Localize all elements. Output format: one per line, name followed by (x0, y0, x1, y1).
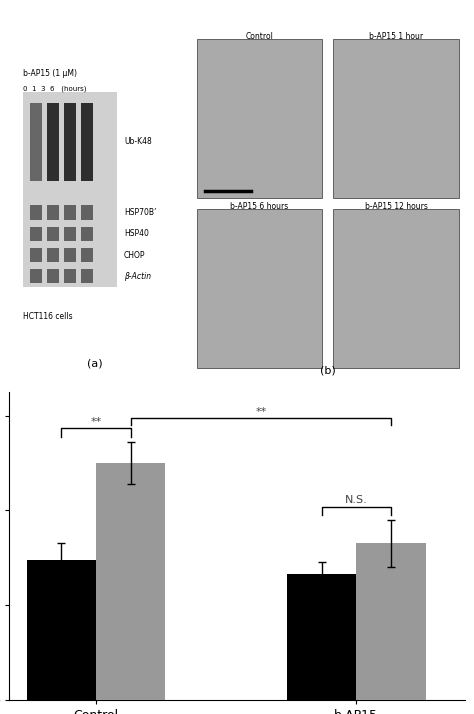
Bar (333, 209, 459, 368)
Text: (b): (b) (320, 366, 336, 376)
Bar (47, 227, 59, 241)
Text: HCT116 cells: HCT116 cells (23, 312, 73, 321)
Text: b-AP15 (1 μM): b-AP15 (1 μM) (23, 69, 77, 78)
Text: **: ** (255, 407, 266, 417)
Bar (23, 92, 117, 287)
Bar (47, 103, 59, 181)
Bar (30, 248, 42, 262)
Text: HSP70B’: HSP70B’ (124, 208, 156, 217)
Text: **: ** (91, 417, 102, 427)
Bar (47, 269, 59, 283)
Text: HSP40: HSP40 (124, 229, 149, 238)
Text: b-AP15 1 hour: b-AP15 1 hour (369, 32, 423, 41)
Bar (27, 560, 96, 700)
Bar (81, 206, 93, 220)
Bar (30, 269, 42, 283)
Bar (96, 463, 165, 700)
Text: Control: Control (246, 32, 273, 41)
Bar (81, 227, 93, 241)
Text: 0  1  3  6   (hours): 0 1 3 6 (hours) (23, 86, 87, 92)
Bar (30, 206, 42, 220)
Text: N.S.: N.S. (345, 495, 367, 505)
Bar (64, 103, 76, 181)
Text: (a): (a) (87, 358, 103, 368)
Bar (30, 103, 42, 181)
Text: β-Actin: β-Actin (124, 272, 151, 281)
Text: b-AP15 12 hours: b-AP15 12 hours (365, 202, 428, 211)
Bar (81, 269, 93, 283)
Text: b-AP15 6 hours: b-AP15 6 hours (230, 202, 289, 211)
Bar (81, 103, 93, 181)
Bar (197, 209, 322, 368)
Bar (81, 248, 93, 262)
Bar (197, 39, 322, 198)
Bar (47, 248, 59, 262)
Bar (64, 248, 76, 262)
Bar (333, 39, 459, 198)
Bar (287, 574, 356, 700)
Bar (356, 543, 426, 700)
Bar (30, 227, 42, 241)
Text: CHOP: CHOP (124, 251, 146, 259)
Bar (64, 269, 76, 283)
Bar (64, 206, 76, 220)
Bar (64, 227, 76, 241)
Bar (47, 206, 59, 220)
Text: Ub-K48: Ub-K48 (124, 137, 152, 146)
